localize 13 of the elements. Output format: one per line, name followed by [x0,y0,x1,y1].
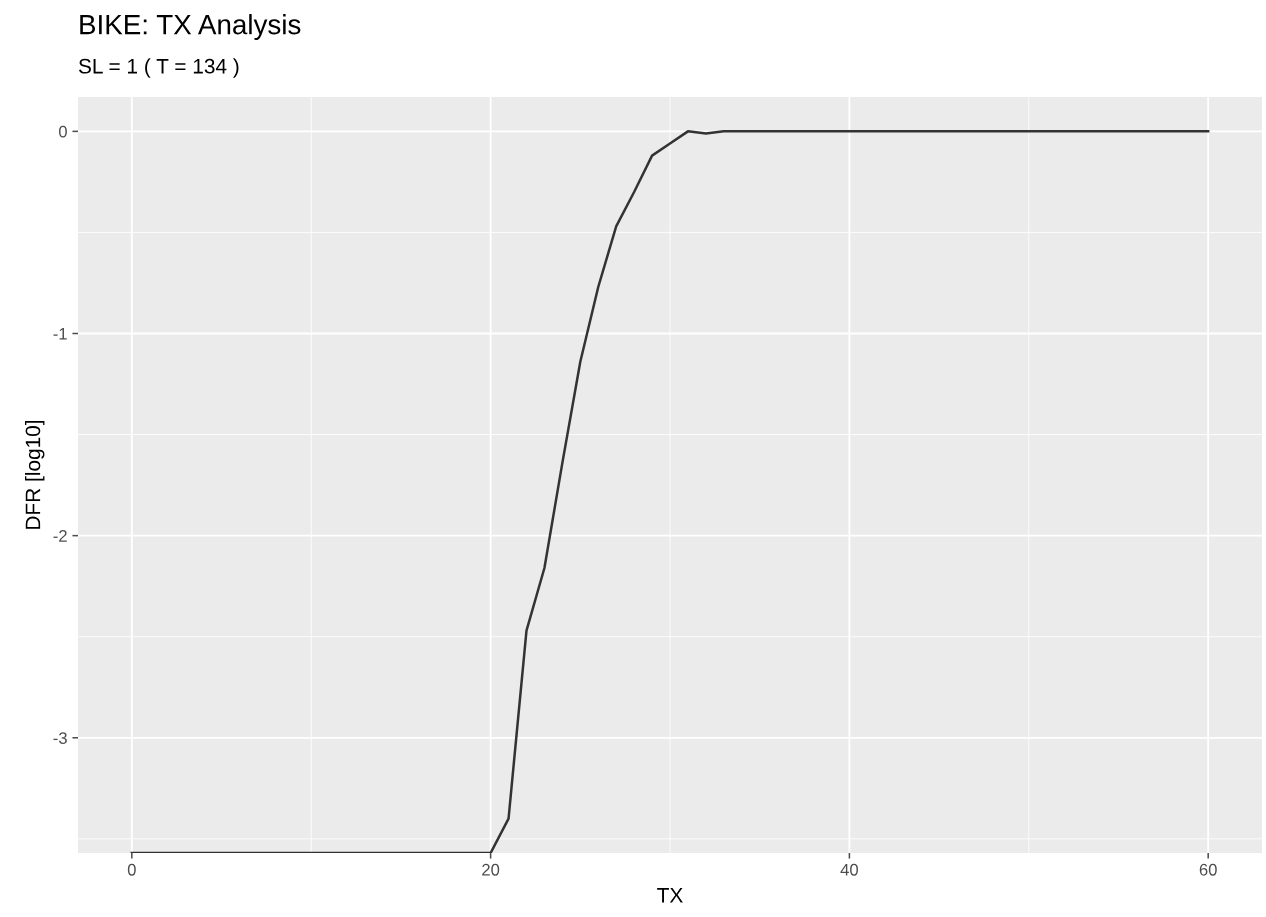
chart-title: BIKE: TX Analysis [80,14,301,40]
x-tick-label: 40 [840,863,859,876]
x-axis-title: TX [657,888,683,903]
y-axis-title: DFR [log10] [25,420,45,529]
chart-subtitle: SL = 1 ( T = 134 ) [78,58,239,78]
y-tick-label: 0 [58,125,67,138]
y-tick-label: -2 [53,530,67,542]
y-tick-label: -1 [53,328,67,340]
line-series [130,130,1210,853]
y-tick-label: -3 [53,732,67,744]
x-tick-label: 20 [482,863,500,876]
x-tick-label: 0 [127,863,136,876]
x-tick-label: 60 [1199,863,1217,876]
